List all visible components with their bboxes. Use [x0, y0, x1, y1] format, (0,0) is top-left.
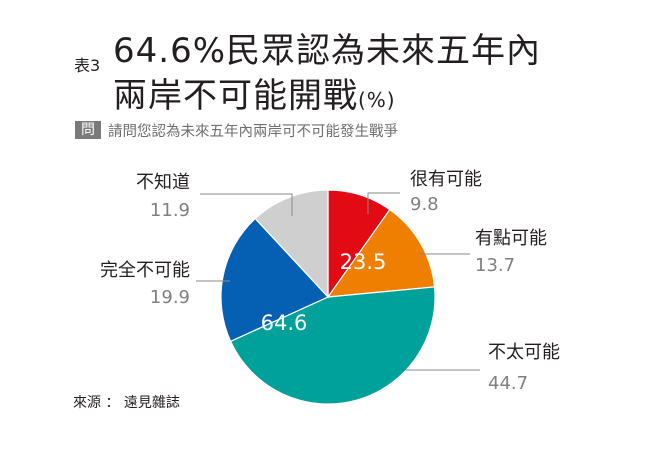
- table-number: 表3: [74, 56, 101, 75]
- combined-value-label-2: 64.6: [261, 311, 308, 335]
- pie-slice-5: [254, 189, 329, 299]
- slice-value-2: 13.7: [475, 255, 515, 276]
- pie-slice-3: [229, 286, 436, 405]
- chart-title-line-2-text: 兩岸不可能開戰: [113, 76, 358, 116]
- pie-slice-4: [220, 217, 330, 343]
- chart-title-line-2: 兩岸不可能開戰(%): [113, 76, 396, 120]
- source-note: 來源 ： 遠見雜誌: [73, 395, 180, 411]
- slice-label-3: 不太可能: [488, 342, 560, 363]
- slice-value-5: 11.9: [150, 200, 190, 221]
- slice-label-5: 不知道: [136, 172, 190, 193]
- chart-title-line-1: 64.6%民眾認為未來五年內: [113, 31, 542, 71]
- unit-label: (%): [358, 88, 396, 112]
- slice-label-4: 完全不可能: [100, 260, 190, 281]
- survey-question: 請問您認為未來五年內兩岸可不可能發生戰爭: [108, 124, 398, 140]
- leader-line-5: [200, 193, 293, 216]
- slice-label-2: 有點可能: [475, 228, 547, 249]
- slice-value-1: 9.8: [410, 194, 439, 215]
- slice-label-1: 很有可能: [410, 169, 482, 190]
- slice-value-4: 19.9: [150, 287, 190, 308]
- slice-value-3: 44.7: [488, 373, 528, 394]
- combined-value-label-1: 23.5: [340, 250, 387, 274]
- question-badge: 問: [75, 121, 101, 139]
- leader-line-1: [367, 192, 400, 214]
- pie-slice-2: [326, 208, 436, 298]
